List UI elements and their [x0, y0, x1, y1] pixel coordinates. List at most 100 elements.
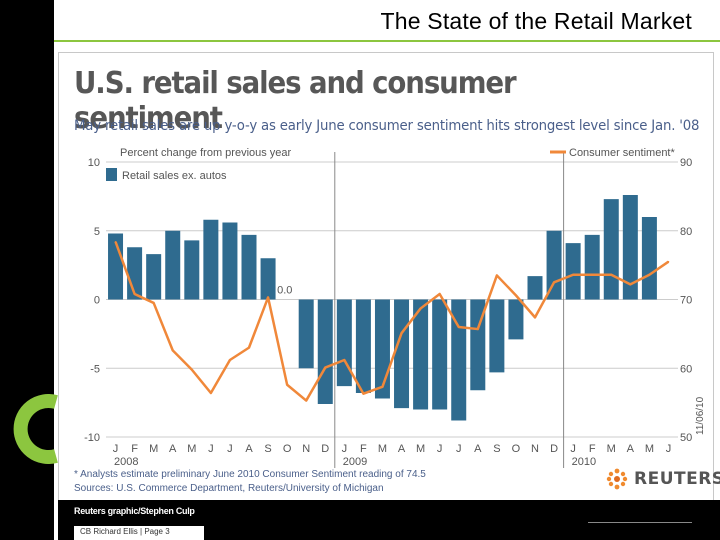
month-tick-label: O	[283, 443, 292, 455]
sentiment-point	[171, 349, 174, 352]
month-tick-label: J	[227, 443, 233, 455]
month-tick-label: M	[645, 443, 654, 455]
sentiment-point	[648, 273, 651, 276]
left-tick-label: -10	[84, 432, 100, 444]
sentiment-point	[152, 302, 155, 304]
retail-sales-bar	[222, 222, 238, 300]
month-tick-label: N	[302, 443, 310, 455]
retail-sales-bar	[584, 234, 600, 300]
title-rule	[54, 40, 720, 42]
legend-bar-label: Retail sales ex. autos	[122, 170, 227, 182]
sentiment-point	[343, 359, 346, 361]
sentiment-point	[267, 296, 269, 299]
left-tick-label: 0	[94, 295, 100, 307]
sentiment-point	[438, 293, 441, 295]
retail-sales-bar	[317, 299, 333, 404]
left-tick-label: 5	[94, 226, 100, 238]
month-tick-label: S	[493, 443, 500, 455]
legend-bar-swatch	[106, 168, 117, 181]
retail-sales-bar	[565, 243, 581, 300]
month-tick-label: J	[570, 443, 576, 455]
sentiment-point	[381, 386, 384, 388]
sentiment-point	[419, 307, 422, 310]
month-tick-label: M	[378, 443, 387, 455]
retail-sales-bar	[641, 217, 657, 300]
graphic-credit: Reuters graphic/Stephen Culp	[74, 506, 195, 516]
month-tick-label: J	[113, 443, 119, 455]
legend-line-label: Consumer sentiment*	[569, 147, 675, 159]
date-stamp: 11/06/10	[695, 396, 706, 435]
retail-sales-bar	[394, 299, 410, 409]
reuters-dot	[614, 468, 620, 474]
sentiment-point	[305, 399, 308, 402]
footnote-sources: Sources: U.S. Commerce Department, Reute…	[74, 483, 384, 494]
right-tick-label: 70	[680, 295, 692, 307]
reuters-dot	[608, 481, 614, 487]
retail-sales-bar	[603, 199, 619, 300]
month-tick-label: M	[187, 443, 196, 455]
chart-title: U.S. retail sales and consumer sentiment	[74, 66, 517, 136]
month-tick-label: J	[208, 443, 214, 455]
retail-sales-bar	[241, 234, 257, 300]
slide-title: The State of the Retail Market	[380, 8, 692, 34]
retail-sales-bar	[146, 254, 162, 300]
sentiment-point	[286, 383, 288, 386]
chart-subtitle: May retail sales are up y-o-y as early J…	[74, 118, 700, 134]
retail-sales-bar	[184, 240, 200, 300]
reuters-logo: REUTERS	[606, 468, 720, 490]
month-tick-label: D	[321, 443, 329, 455]
reuters-dot	[614, 476, 620, 482]
sentiment-point	[496, 274, 498, 277]
month-tick-label: A	[169, 443, 177, 455]
month-tick-label: J	[437, 443, 443, 455]
sentiment-point	[400, 332, 403, 334]
right-tick-label: 90	[680, 157, 692, 169]
sentiment-point	[229, 359, 231, 361]
retail-sales-bar	[165, 230, 181, 300]
sentiment-point	[133, 293, 136, 295]
retail-sales-bar	[451, 299, 467, 421]
reuters-dots-icon	[606, 468, 628, 490]
sentiment-point	[210, 392, 212, 394]
sentiment-point	[477, 328, 479, 330]
green-logo-arc	[13, 394, 58, 464]
reuters-dot	[606, 476, 612, 482]
left-axis-label: Percent change from previous year	[120, 147, 292, 159]
zero-value-label: 0.0	[277, 285, 292, 297]
right-tick-label: 50	[680, 432, 692, 444]
month-tick-label: M	[149, 443, 158, 455]
reuters-dot	[614, 484, 620, 490]
month-tick-label: A	[245, 443, 253, 455]
left-tick-label: -5	[90, 363, 100, 375]
consumer-sentiment-line	[114, 241, 670, 402]
retail-sales-bar	[508, 299, 524, 340]
sentiment-point	[324, 366, 327, 369]
sentiment-point	[629, 283, 632, 286]
sentiment-point	[114, 240, 117, 243]
reuters-dot	[620, 471, 626, 477]
reuters-dot	[622, 476, 628, 482]
year-label: 2009	[343, 456, 367, 468]
sentiment-point	[534, 316, 536, 319]
retail-sales-bar	[527, 276, 543, 300]
retail-sales-bar	[355, 299, 371, 393]
left-tick-label: 10	[88, 157, 100, 169]
footer-line	[588, 522, 692, 523]
month-tick-label: F	[360, 443, 367, 455]
retail-sales-bar	[622, 195, 638, 300]
retail-sales-bar	[546, 230, 562, 300]
month-tick-label: A	[474, 443, 482, 455]
year-label: 2010	[572, 456, 596, 468]
month-tick-label: O	[512, 443, 521, 455]
month-tick-label: M	[416, 443, 425, 455]
reuters-dot	[620, 481, 626, 487]
page-footer: CB Richard Ellis | Page 3	[74, 526, 204, 540]
month-tick-label: A	[398, 443, 406, 455]
sentiment-point	[515, 294, 517, 297]
reuters-dot	[608, 471, 614, 477]
reuters-wordmark: REUTERS	[634, 469, 720, 489]
sentiment-point	[553, 281, 555, 284]
footnote-estimate: * Analysts estimate preliminary June 201…	[74, 469, 426, 480]
retail-sales-bar	[489, 299, 505, 373]
year-label: 2008	[114, 456, 138, 468]
